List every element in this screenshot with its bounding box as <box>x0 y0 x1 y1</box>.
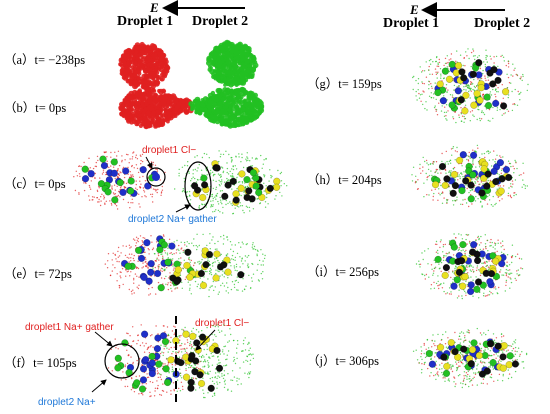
arrow-c-na <box>175 204 191 213</box>
droplet-panel-c <box>73 150 288 215</box>
panel-label-b: （b）t= 0ps <box>4 101 67 115</box>
na-gather-ellipse-c <box>184 161 212 211</box>
droplet2-header-right: Droplet 2 <box>474 16 531 31</box>
droplet-panel-h <box>411 144 528 208</box>
panel-label-c: （c）t= 0ps <box>4 177 66 191</box>
droplet-panel-g <box>412 48 529 124</box>
annotation-f-cl: droplet1 Cl− <box>195 318 250 329</box>
arrow-f-na-gather <box>94 331 113 347</box>
efield-label-left: E <box>150 0 159 15</box>
droplet-panel-i <box>415 233 524 300</box>
droplet2-header-left: Droplet 2 <box>192 14 249 29</box>
droplet-panel-j <box>412 327 528 389</box>
panel-label-e: （e）t= 72ps <box>4 267 72 281</box>
arrow-f-cl <box>195 329 216 351</box>
panel-label-j: （j）t= 306ps <box>307 354 379 368</box>
droplet-panel-a <box>118 39 259 91</box>
panel-label-g: （g）t= 159ps <box>307 77 382 91</box>
annotation-c-na-gather: droplet2 Na+ gather <box>128 214 217 225</box>
cl-highlight-circle-c <box>146 167 166 187</box>
na-gather-circle-f <box>104 343 140 379</box>
panel-label-f: （f）t= 105ps <box>4 356 77 370</box>
annotation-f-na: droplet2 Na+ <box>38 397 96 408</box>
panel-label-i: （i）t= 256ps <box>307 265 379 279</box>
droplet1-header-right: Droplet 1 <box>383 16 440 31</box>
efield-label-right: E <box>410 2 419 17</box>
droplet-panel-e <box>104 233 266 298</box>
droplet-panel-b <box>118 86 265 130</box>
droplet1-header-left: Droplet 1 <box>117 14 174 29</box>
panel-label-h: （h）t= 204ps <box>307 173 382 187</box>
droplet-panel-f <box>107 324 255 399</box>
arrow-c-cl <box>145 156 153 169</box>
annotation-c-cl: droplet1 Cl− <box>142 145 197 156</box>
annotation-f-na-gather: droplet1 Na+ gather <box>25 322 114 333</box>
arrow-f-na <box>91 379 107 393</box>
panel-label-a: （a）t= −238ps <box>4 53 86 67</box>
